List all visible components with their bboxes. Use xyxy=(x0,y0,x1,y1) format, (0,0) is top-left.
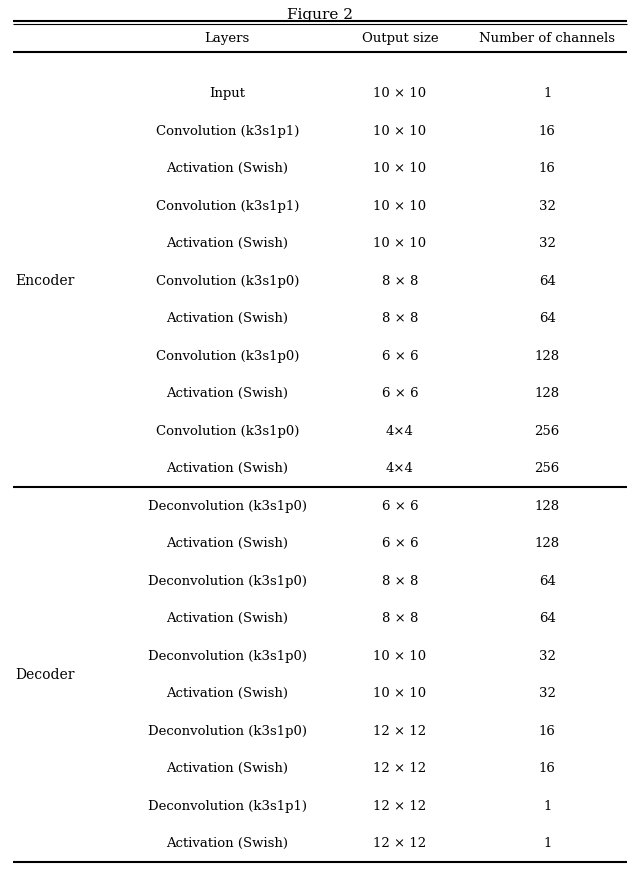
Text: Convolution (k3s1p1): Convolution (k3s1p1) xyxy=(156,199,299,213)
Text: Decoder: Decoder xyxy=(15,667,74,681)
Text: Activation (Swish): Activation (Swish) xyxy=(166,611,288,625)
Text: Activation (Swish): Activation (Swish) xyxy=(166,387,288,400)
Text: 128: 128 xyxy=(534,387,560,400)
Text: 12 × 12: 12 × 12 xyxy=(373,836,427,849)
Text: 8 × 8: 8 × 8 xyxy=(382,312,418,325)
Text: Input: Input xyxy=(209,87,245,100)
Text: 16: 16 xyxy=(539,124,556,138)
Text: 12 × 12: 12 × 12 xyxy=(373,762,427,774)
Text: Convolution (k3s1p0): Convolution (k3s1p0) xyxy=(156,425,299,437)
Text: 6 × 6: 6 × 6 xyxy=(381,350,419,362)
Text: 32: 32 xyxy=(539,199,556,213)
Text: 12 × 12: 12 × 12 xyxy=(373,724,427,737)
Text: 8 × 8: 8 × 8 xyxy=(382,274,418,288)
Text: 256: 256 xyxy=(534,425,560,437)
Text: 1: 1 xyxy=(543,799,552,812)
Text: 1: 1 xyxy=(543,87,552,100)
Text: 10 × 10: 10 × 10 xyxy=(373,237,427,250)
Text: 10 × 10: 10 × 10 xyxy=(373,687,427,699)
Text: Deconvolution (k3s1p0): Deconvolution (k3s1p0) xyxy=(148,574,307,587)
Text: 4×4: 4×4 xyxy=(386,461,414,475)
Text: 32: 32 xyxy=(539,649,556,662)
Text: 10 × 10: 10 × 10 xyxy=(373,87,427,100)
Text: 12 × 12: 12 × 12 xyxy=(373,799,427,812)
Text: 6 × 6: 6 × 6 xyxy=(381,499,419,512)
Text: 6 × 6: 6 × 6 xyxy=(381,387,419,400)
Text: Convolution (k3s1p0): Convolution (k3s1p0) xyxy=(156,350,299,362)
Text: 256: 256 xyxy=(534,461,560,475)
Text: Convolution (k3s1p1): Convolution (k3s1p1) xyxy=(156,124,299,138)
Text: Convolution (k3s1p0): Convolution (k3s1p0) xyxy=(156,274,299,288)
Text: 16: 16 xyxy=(539,724,556,737)
Text: 64: 64 xyxy=(539,274,556,288)
Text: 32: 32 xyxy=(539,237,556,250)
Text: Number of channels: Number of channels xyxy=(479,31,615,45)
Text: Activation (Swish): Activation (Swish) xyxy=(166,162,288,175)
Text: Activation (Swish): Activation (Swish) xyxy=(166,536,288,550)
Text: 4×4: 4×4 xyxy=(386,425,414,437)
Text: 8 × 8: 8 × 8 xyxy=(382,574,418,587)
Text: 10 × 10: 10 × 10 xyxy=(373,199,427,213)
Text: Activation (Swish): Activation (Swish) xyxy=(166,312,288,325)
Text: 16: 16 xyxy=(539,162,556,175)
Text: Deconvolution (k3s1p1): Deconvolution (k3s1p1) xyxy=(148,799,307,812)
Text: 16: 16 xyxy=(539,762,556,774)
Text: 128: 128 xyxy=(534,350,560,362)
Text: 128: 128 xyxy=(534,499,560,512)
Text: 1: 1 xyxy=(543,836,552,849)
Text: Output size: Output size xyxy=(362,31,438,45)
Text: 8 × 8: 8 × 8 xyxy=(382,611,418,625)
Text: Activation (Swish): Activation (Swish) xyxy=(166,461,288,475)
Text: Activation (Swish): Activation (Swish) xyxy=(166,762,288,774)
Text: 64: 64 xyxy=(539,611,556,625)
Text: 128: 128 xyxy=(534,536,560,550)
Text: 64: 64 xyxy=(539,574,556,587)
Text: Layers: Layers xyxy=(205,31,250,45)
Text: 64: 64 xyxy=(539,312,556,325)
Text: Activation (Swish): Activation (Swish) xyxy=(166,237,288,250)
Text: 10 × 10: 10 × 10 xyxy=(373,162,427,175)
Text: 10 × 10: 10 × 10 xyxy=(373,124,427,138)
Text: Figure 2: Figure 2 xyxy=(287,8,353,22)
Text: 10 × 10: 10 × 10 xyxy=(373,649,427,662)
Text: 32: 32 xyxy=(539,687,556,699)
Text: Activation (Swish): Activation (Swish) xyxy=(166,836,288,849)
Text: Encoder: Encoder xyxy=(15,274,74,288)
Text: Deconvolution (k3s1p0): Deconvolution (k3s1p0) xyxy=(148,499,307,512)
Text: Activation (Swish): Activation (Swish) xyxy=(166,687,288,699)
Text: 6 × 6: 6 × 6 xyxy=(381,536,419,550)
Text: Deconvolution (k3s1p0): Deconvolution (k3s1p0) xyxy=(148,724,307,737)
Text: Deconvolution (k3s1p0): Deconvolution (k3s1p0) xyxy=(148,649,307,662)
